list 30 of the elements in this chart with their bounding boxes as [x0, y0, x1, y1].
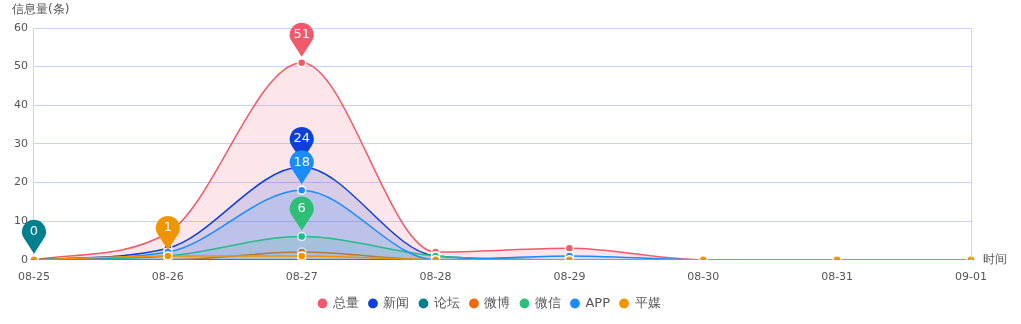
y-tick-label: 40	[14, 98, 28, 112]
annotation: 24	[293, 130, 310, 146]
legend-label: APP	[585, 294, 611, 310]
x-axis-title: 时间	[983, 251, 1007, 266]
y-tick-label: 0	[21, 252, 28, 266]
annotation: 51	[293, 26, 310, 42]
annotation: 1	[163, 219, 172, 235]
annotation: 6	[297, 199, 306, 215]
x-tick-label: 08-31	[821, 270, 854, 284]
x-tick-label: 08-27	[285, 270, 318, 284]
x-tick-label: 08-30	[687, 270, 720, 284]
legend-label: 总量	[331, 294, 359, 310]
y-tick-label: 30	[14, 136, 28, 150]
y-axis-title: 信息量(条)	[12, 2, 70, 17]
annotation: 18	[293, 153, 310, 169]
x-tick-label: 08-29	[553, 270, 586, 284]
y-tick-label: 20	[14, 175, 28, 189]
legend-label: 新闻	[383, 294, 410, 310]
x-tick-label: 08-28	[419, 270, 452, 284]
y-tick-label: 50	[14, 59, 28, 73]
x-tick-label: 08-26	[151, 270, 184, 284]
annotation: 0	[29, 223, 39, 239]
y-tick-label: 60	[14, 20, 28, 34]
x-tick-label: 08-25	[18, 270, 50, 284]
x-tick-label: 09-01	[955, 270, 987, 284]
legend-label: 论坛	[433, 294, 460, 310]
legend-label: 微博	[484, 294, 511, 310]
legend-label: 微信	[534, 294, 561, 310]
legend-label: 平媒	[634, 294, 661, 310]
y-tick-label: 10	[14, 214, 28, 228]
